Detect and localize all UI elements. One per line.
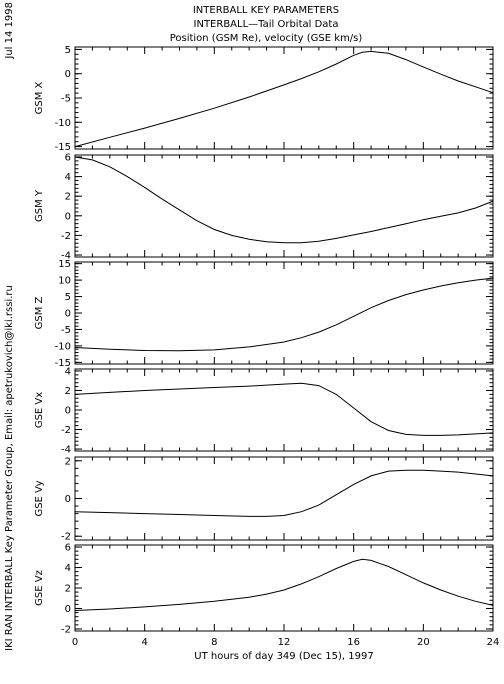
x-tick-label: 8 [211,637,217,648]
header-subtitle: INTERBALL—Tail Orbital Data [194,19,339,30]
panel-frame [74,154,494,258]
y-tick-label: 4 [65,366,71,377]
y-tick-label: 0 [65,69,71,80]
y-tick-label: -15 [55,142,71,153]
y-tick-label: -15 [55,358,71,369]
series-line [74,558,494,611]
y-tick-label: -5 [61,94,71,105]
credit-line: IKI RAN INTERBALL Key Parameter Group, E… [4,285,15,651]
y-tick-label: 6 [65,152,71,163]
y-axis-label: GSE Vz [34,570,45,606]
y-axis-label: GSE Vy [34,480,45,516]
x-tick-label: 20 [417,637,430,648]
panel-frame [74,261,494,365]
y-tick-label: 0 [65,211,71,222]
y-tick-label: 0 [65,406,71,417]
panel-3: -4 -2 0 2 4 GSE Vx [34,366,494,456]
y-axis-label: GSM X [34,81,45,114]
y-tick-label: 4 [65,172,71,183]
y-axis-label: GSM Z [34,296,45,329]
y-tick-label: 0 [65,494,71,505]
y-tick-label: 2 [65,584,71,595]
y-tick-label: 6 [65,543,71,554]
panel-2: -15 -10 -5 0 5 10 15 GSM Z [34,259,494,369]
series-line [74,156,494,244]
y-tick-label: 0 [65,604,71,615]
y-tick-label: -2 [61,231,71,242]
series-line [74,277,494,352]
y-axis-label: GSE Vx [34,392,45,428]
series-line [74,382,494,436]
header-description: Position (GSM Re), velocity (GSE km/s) [170,33,363,44]
panel-4: -2 0 2 GSE Vy [34,456,494,543]
y-tick-label: -2 [61,532,71,543]
y-tick-label: 2 [65,456,71,467]
y-tick-label: 0 [65,309,71,320]
panel-frame [74,544,494,632]
panel-frame [74,46,494,150]
y-tick-label: -5 [61,325,71,336]
y-tick-label: -10 [55,118,71,129]
x-tick-label: 4 [141,637,147,648]
y-tick-label: 10 [58,276,71,287]
x-axis-label: UT hours of day 349 (Dec 15), 1997 [194,651,373,662]
y-tick-label: 2 [65,386,71,397]
x-tick-label: 16 [347,637,360,648]
x-tick-label: 12 [278,637,291,648]
y-tick-label: -4 [61,251,71,262]
y-tick-label: 5 [65,292,71,303]
y-tick-label: 15 [58,259,71,270]
panel-frame [74,456,494,541]
x-tick-label: 24 [487,637,500,648]
y-tick-label: -2 [61,425,71,436]
header-title: INTERBALL KEY PARAMETERS [193,5,339,16]
series-line [74,469,494,517]
x-tick-label: 0 [72,637,78,648]
panel-0: -15 -10 -5 0 5 GSM X [34,45,494,153]
series-line [74,50,494,148]
panel-frame [74,368,494,452]
y-tick-label: -4 [61,445,71,456]
date-stamp: Jul 14 1998 [4,2,15,60]
panel-1: -4 -2 0 2 4 6 GSM Y [34,152,494,262]
y-tick-label: -10 [55,341,71,352]
y-tick-label: -2 [61,624,71,635]
y-tick-label: 5 [65,45,71,56]
y-tick-label: 2 [65,192,71,203]
y-tick-label: 4 [65,563,71,574]
y-axis-label: GSM Y [34,189,45,222]
